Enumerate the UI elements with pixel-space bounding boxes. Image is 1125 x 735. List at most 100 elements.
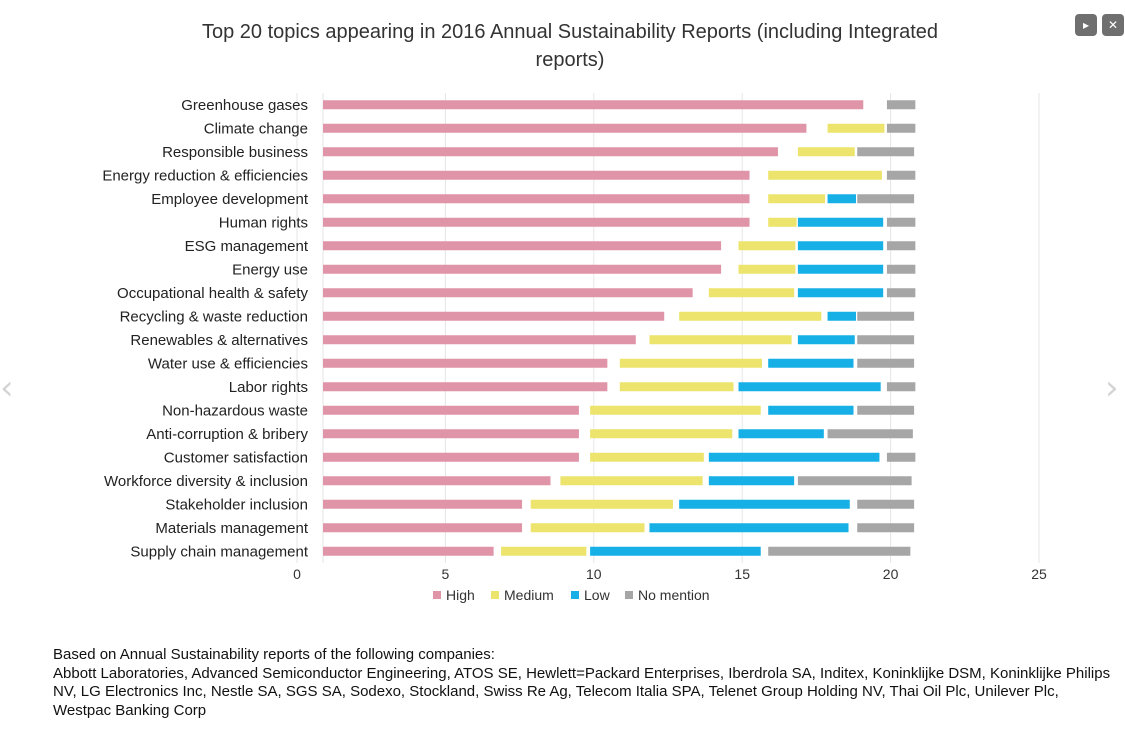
bar-low <box>797 335 855 345</box>
prev-slide-button[interactable]: ‹ <box>0 368 14 408</box>
bar-low <box>738 382 881 392</box>
bar-no-mention <box>768 546 911 556</box>
category-label: Water use & efficiencies <box>148 355 308 372</box>
category-label: Workforce diversity & inclusion <box>104 473 308 490</box>
bar-low <box>827 194 856 204</box>
bar-no-mention <box>857 194 915 204</box>
bar-high <box>323 100 864 110</box>
bar-no-mention <box>857 147 915 157</box>
x-tick-label: 5 <box>442 566 450 582</box>
category-label: Materials management <box>155 520 308 537</box>
bar-medium <box>590 429 733 439</box>
bar-high <box>323 405 579 415</box>
bar-no-mention <box>886 100 916 110</box>
bar-no-mention <box>886 452 916 462</box>
chart-title: Top 20 topics appearing in 2016 Annual S… <box>201 21 939 71</box>
bar-medium <box>768 170 882 180</box>
bar-no-mention <box>857 358 915 368</box>
bar-high <box>323 311 665 321</box>
legend-swatch <box>433 591 441 599</box>
legend-swatch <box>571 591 579 599</box>
bar-no-mention <box>886 170 916 180</box>
close-button[interactable]: ✕ <box>1102 14 1124 36</box>
category-label: Responsible business <box>162 144 308 161</box>
legend-label: Medium <box>504 587 554 603</box>
bar-medium <box>708 288 795 298</box>
bar-low <box>738 429 824 439</box>
bar-low <box>797 264 884 274</box>
category-label: Stakeholder inclusion <box>165 496 308 513</box>
category-label: Supply chain management <box>130 543 308 560</box>
bar-medium <box>619 358 762 368</box>
bar-no-mention <box>857 499 915 509</box>
x-tick-label: 0 <box>293 566 301 582</box>
x-tick-label: 20 <box>883 566 899 582</box>
legend-swatch <box>491 591 499 599</box>
x-tick-label: 10 <box>586 566 602 582</box>
bar-low <box>827 311 856 321</box>
bar-high <box>323 546 494 556</box>
x-tick-label: 15 <box>734 566 750 582</box>
bar-no-mention <box>886 241 916 251</box>
category-label: Occupational health & safety <box>117 285 308 302</box>
legend-label: Low <box>584 587 611 603</box>
category-label: Non-hazardous waste <box>162 402 308 419</box>
footer-intro: Based on Annual Sustainability reports o… <box>53 646 495 663</box>
bar-high <box>323 288 693 298</box>
bar-no-mention <box>857 311 915 321</box>
bar-no-mention <box>857 335 915 345</box>
bar-no-mention <box>827 429 913 439</box>
bar-medium <box>560 476 703 486</box>
x-tick-label: 25 <box>1031 566 1047 582</box>
bar-medium <box>738 241 796 251</box>
bar-medium <box>768 194 826 204</box>
bar-high <box>323 358 608 368</box>
chevron-right-icon: › <box>1105 368 1119 408</box>
category-label: Greenhouse gases <box>181 97 308 114</box>
legend-swatch <box>625 591 633 599</box>
category-label: ESG management <box>185 238 309 255</box>
category-label: Energy reduction & efficiencies <box>102 167 308 184</box>
bar-high <box>323 194 750 204</box>
bar-medium <box>797 147 855 157</box>
legend-label: No mention <box>638 587 710 603</box>
bar-no-mention <box>886 123 916 133</box>
category-label: Employee development <box>151 191 309 208</box>
bar-medium <box>590 452 704 462</box>
bar-high <box>323 499 523 509</box>
bar-high <box>323 382 608 392</box>
bar-low <box>649 523 849 533</box>
category-label: Customer satisfaction <box>164 449 308 466</box>
bar-medium <box>827 123 885 133</box>
category-label: Labor rights <box>229 379 308 396</box>
bar-medium <box>679 311 822 321</box>
bar-low <box>708 452 880 462</box>
bar-no-mention <box>857 523 915 533</box>
category-label: Climate change <box>204 120 308 137</box>
next-slide-button[interactable]: › <box>1105 368 1119 408</box>
bar-no-mention <box>857 405 915 415</box>
bar-medium <box>590 405 761 415</box>
bar-low <box>708 476 795 486</box>
bar-no-mention <box>797 476 912 486</box>
bar-no-mention <box>886 288 916 298</box>
play-button[interactable]: ▸ <box>1075 14 1097 36</box>
category-label: Human rights <box>219 214 308 231</box>
category-label: Anti-corruption & bribery <box>146 426 308 443</box>
bar-medium <box>501 546 587 556</box>
bar-medium <box>649 335 792 345</box>
bar-high <box>323 335 636 345</box>
bar-high <box>323 452 579 462</box>
bar-low <box>679 499 850 509</box>
category-label: Recycling & waste reduction <box>120 308 308 325</box>
bar-high <box>323 217 750 227</box>
category-label: Renewables & alternatives <box>130 332 308 349</box>
bar-low <box>768 405 854 415</box>
bar-high <box>323 476 551 486</box>
bar-medium <box>768 217 797 227</box>
bar-medium <box>530 499 673 509</box>
category-label: Energy use <box>232 261 308 278</box>
footer-note: Based on Annual Sustainability reports o… <box>53 646 1118 720</box>
bar-low <box>797 217 884 227</box>
bar-low <box>797 288 884 298</box>
